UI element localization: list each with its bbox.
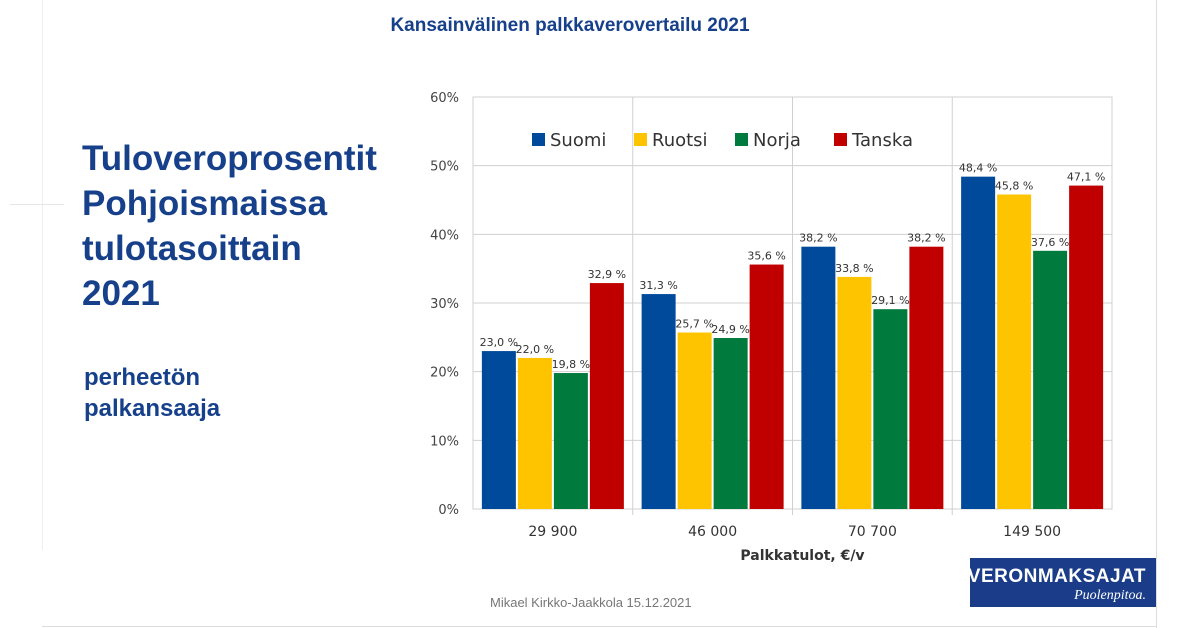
logo-name: VERONMAKSAJAT bbox=[967, 566, 1146, 587]
bar bbox=[641, 294, 676, 509]
footer-credit: Mikael Kirkko-Jaakkola 15.12.2021 bbox=[490, 595, 692, 610]
data-label: 24,9 % bbox=[711, 323, 749, 336]
legend-entry: Suomi bbox=[550, 130, 606, 151]
veronmaksajat-logo: VERONMAKSAJAT Puolenpitoa. bbox=[967, 558, 1156, 607]
data-label: 47,1 % bbox=[1067, 171, 1105, 184]
data-label: 45,8 % bbox=[995, 180, 1033, 193]
heading-line: 2021 bbox=[82, 274, 160, 313]
bar bbox=[713, 338, 748, 509]
bar bbox=[481, 351, 516, 509]
y-tick-label: 60% bbox=[430, 91, 459, 106]
main-heading: Tuloveroprosentit Pohjoismaissa tulotaso… bbox=[82, 136, 377, 316]
slide-title: Kansainvälinen palkkaverovertailu 2021 bbox=[390, 15, 750, 36]
x-axis-title: Palkkatulot, €/v bbox=[740, 548, 864, 564]
subheading-line: palkansaaja bbox=[84, 395, 221, 422]
data-label: 35,6 % bbox=[747, 250, 785, 263]
bar bbox=[517, 357, 552, 509]
bar bbox=[749, 264, 784, 509]
bar bbox=[589, 283, 624, 509]
bar bbox=[961, 176, 996, 510]
data-label: 31,3 % bbox=[639, 279, 677, 292]
y-tick-label: 40% bbox=[430, 228, 459, 243]
sub-heading: perheetön palkansaaja bbox=[84, 362, 220, 424]
bar bbox=[873, 309, 908, 509]
slide-frame-bottom bbox=[42, 626, 1156, 627]
bar bbox=[1033, 250, 1068, 509]
subheading-line: perheetön bbox=[84, 364, 201, 391]
data-label: 38,2 % bbox=[799, 232, 837, 245]
heading-line: Tuloveroprosentit bbox=[82, 139, 377, 178]
bar bbox=[997, 194, 1032, 510]
bar bbox=[837, 276, 872, 509]
data-label: 29,1 % bbox=[871, 294, 909, 307]
x-tick-label: 46 000 bbox=[688, 524, 737, 540]
bar bbox=[553, 373, 588, 509]
bar bbox=[1069, 185, 1104, 509]
y-tick-label: 10% bbox=[430, 434, 459, 449]
x-tick-label: 149 500 bbox=[1003, 524, 1061, 540]
data-label: 38,2 % bbox=[907, 232, 945, 245]
bar bbox=[909, 246, 944, 509]
legend-swatch bbox=[735, 133, 748, 146]
data-label: 32,9 % bbox=[588, 268, 626, 281]
legend-entry: Norja bbox=[753, 130, 801, 151]
legend-entry: Ruotsi bbox=[652, 130, 708, 151]
heading-line: Pohjoismaissa bbox=[82, 184, 328, 223]
bar bbox=[801, 246, 836, 509]
data-label: 23,0 % bbox=[480, 336, 518, 349]
heading-line: tulotasoittain bbox=[82, 229, 302, 268]
y-tick-label: 0% bbox=[438, 503, 459, 518]
slide-frame-right bbox=[1156, 0, 1157, 628]
data-label: 33,8 % bbox=[835, 262, 873, 275]
legend-swatch bbox=[834, 133, 847, 146]
slide-frame-left bbox=[42, 0, 43, 550]
x-tick-label: 29 900 bbox=[528, 524, 577, 540]
data-label: 22,0 % bbox=[516, 343, 554, 356]
legend-swatch bbox=[634, 133, 647, 146]
logo-tagline: Puolenpitoa. bbox=[1074, 588, 1146, 603]
y-tick-label: 20% bbox=[430, 366, 459, 381]
bar bbox=[677, 332, 712, 509]
x-tick-label: 70 700 bbox=[848, 524, 897, 540]
divider-line bbox=[10, 204, 64, 205]
data-label: 48,4 % bbox=[959, 162, 997, 175]
legend-entry: Tanska bbox=[851, 130, 913, 151]
data-label: 25,7 % bbox=[675, 318, 713, 331]
y-tick-label: 50% bbox=[430, 160, 459, 175]
legend-swatch bbox=[532, 133, 545, 146]
data-label: 37,6 % bbox=[1031, 236, 1069, 249]
data-label: 19,8 % bbox=[552, 358, 590, 371]
y-tick-label: 30% bbox=[430, 297, 459, 312]
